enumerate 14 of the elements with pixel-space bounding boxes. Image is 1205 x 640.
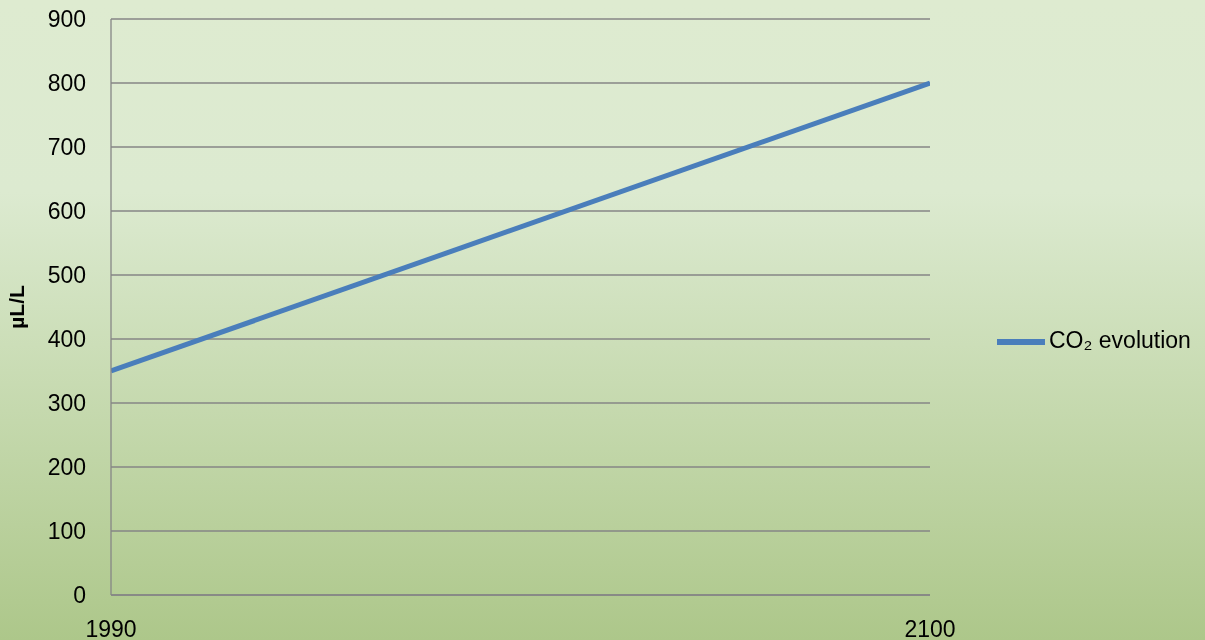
y-tick-label: 200 [47,454,86,481]
y-tick-label: 0 [73,582,86,609]
y-tick-label: 800 [47,70,86,97]
x-tick-label: 2100 [904,616,956,640]
y-tick-label: 500 [47,262,86,289]
y-tick-label: 900 [47,6,86,33]
x-tick-label: 1990 [85,616,137,640]
y-tick-label: 700 [47,134,86,161]
y-axis-title: µL/L [4,285,28,329]
y-tick-label: 400 [47,326,86,353]
y-tick-label: 300 [47,390,86,417]
y-tick-label: 600 [47,198,86,225]
y-tick-label: 100 [47,518,86,545]
legend-label: CO₂ evolution [1049,327,1191,353]
